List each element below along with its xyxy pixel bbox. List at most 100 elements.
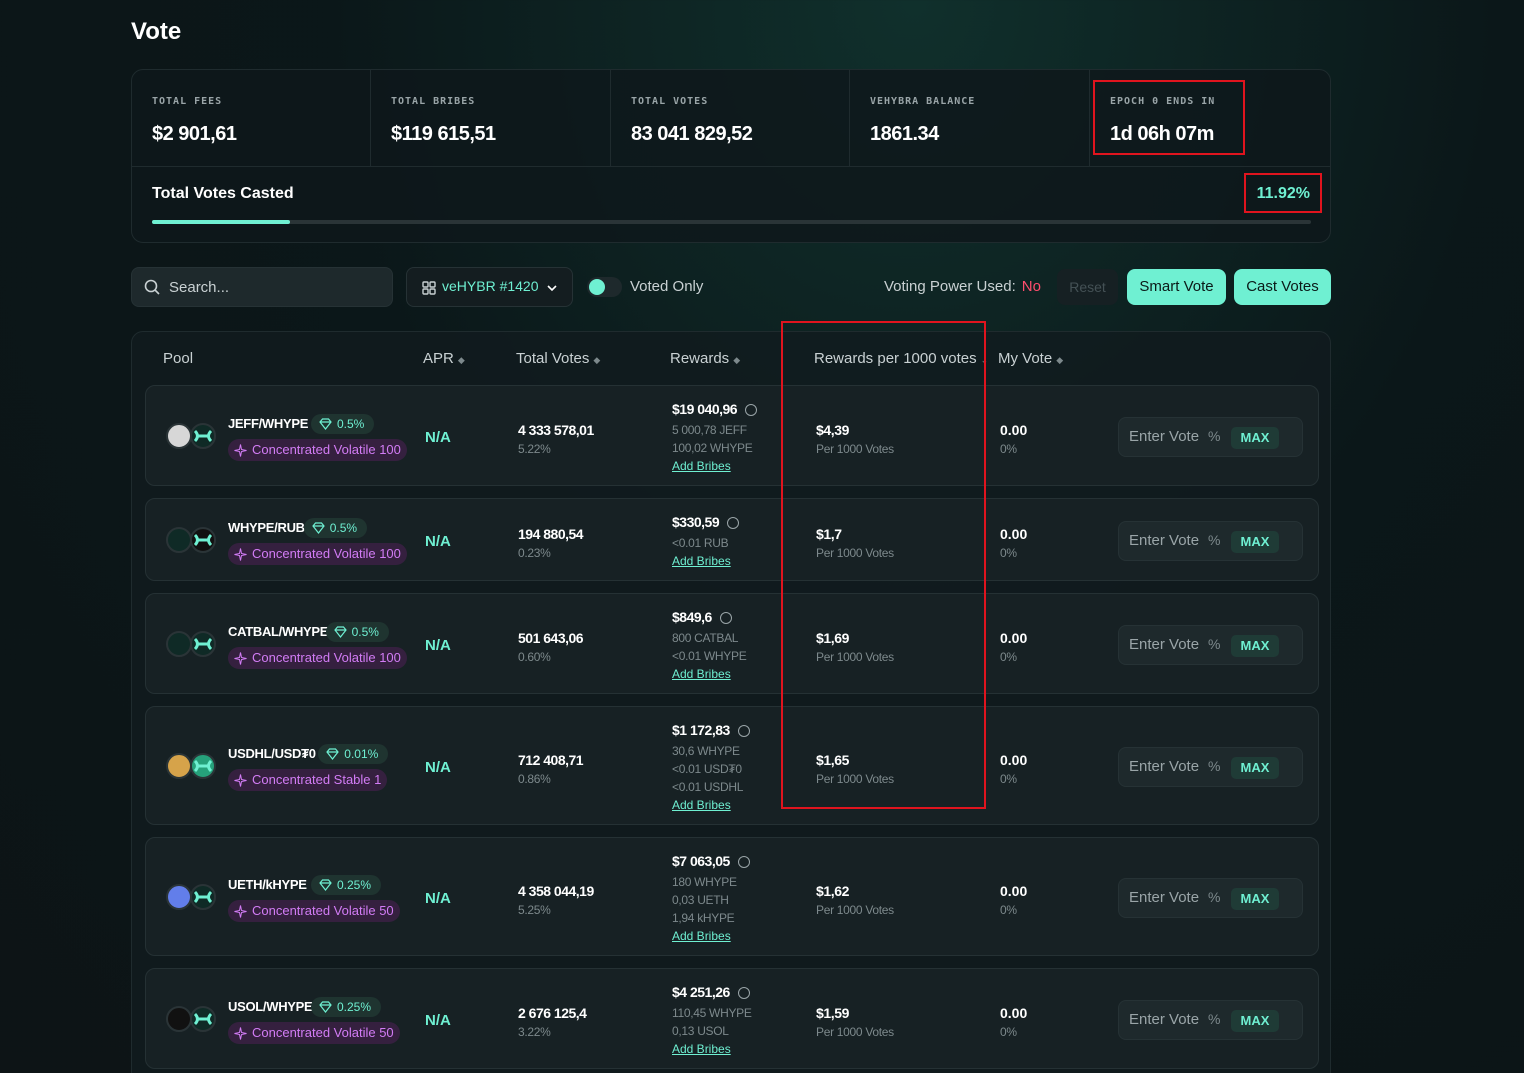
add-bribes-link[interactable]: Add Bribes bbox=[672, 1041, 731, 1056]
max-button[interactable]: MAX bbox=[1231, 426, 1279, 449]
highlight-rewards-per-1000-column bbox=[781, 321, 986, 809]
token-b-icon bbox=[190, 422, 216, 449]
diamond-icon bbox=[319, 878, 332, 891]
hype-logo-icon bbox=[193, 759, 213, 772]
header-my-vote[interactable]: My Vote ◆ bbox=[998, 350, 1063, 367]
max-button[interactable]: MAX bbox=[1231, 530, 1279, 553]
enter-vote-placeholder: Enter Vote bbox=[1129, 888, 1200, 906]
max-button[interactable]: MAX bbox=[1231, 756, 1279, 779]
rewards-per-1000-sub: Per 1000 Votes bbox=[816, 1024, 894, 1039]
my-vote-percent: 0% bbox=[1000, 545, 1017, 560]
add-bribes-link[interactable]: Add Bribes bbox=[672, 553, 731, 568]
enter-vote-input[interactable]: Enter Vote% MAX bbox=[1118, 624, 1303, 665]
reward-breakdown-item: 0,13 USOL bbox=[672, 1023, 729, 1038]
search-placeholder: Search... bbox=[169, 279, 230, 296]
token-b-icon bbox=[190, 1005, 216, 1032]
add-bribes-link[interactable]: Add Bribes bbox=[672, 797, 731, 812]
stats-panel: TOTAL FEES $2 901,61 TOTAL BRIBES $119 6… bbox=[131, 69, 1331, 243]
token-a-icon bbox=[166, 526, 192, 553]
fee-value: 0.25% bbox=[337, 877, 372, 892]
reward-breakdown-item: 1,94 kHYPE bbox=[672, 910, 735, 925]
hype-logo-icon bbox=[193, 1012, 213, 1025]
info-icon[interactable] bbox=[737, 986, 750, 999]
reward-breakdown-item: 800 CATBAL bbox=[672, 630, 739, 645]
header-total-votes-label: Total Votes bbox=[516, 350, 590, 367]
stat-label: TOTAL VOTES bbox=[631, 96, 709, 107]
pool-type-label: Concentrated Stable 1 bbox=[252, 771, 382, 787]
pool-pair-name[interactable]: UETH/kHYPE bbox=[228, 876, 307, 892]
header-apr[interactable]: APR ◆ bbox=[423, 350, 465, 367]
hype-logo-icon bbox=[193, 890, 213, 903]
my-vote-percent: 0% bbox=[1000, 1024, 1017, 1039]
total-votes-value: 2 676 125,4 bbox=[518, 1004, 587, 1021]
rewards-per-1000-sub: Per 1000 Votes bbox=[816, 545, 894, 560]
pool-pair-name[interactable]: CATBAL/WHYPE bbox=[228, 623, 329, 639]
diamond-icon bbox=[319, 1000, 332, 1013]
info-icon[interactable] bbox=[727, 516, 740, 529]
rewards-per-1000-sub: Per 1000 Votes bbox=[816, 649, 894, 664]
stat-vehybra-balance: VEHYBRA BALANCE 1861.34 bbox=[850, 70, 1090, 166]
token-a-icon bbox=[166, 752, 192, 779]
chevron-down-icon bbox=[547, 285, 557, 292]
token-a-icon bbox=[166, 1005, 192, 1032]
pool-pair-name[interactable]: USDHL/USD₮0 bbox=[228, 745, 316, 761]
reward-breakdown-item: 180 WHYPE bbox=[672, 874, 737, 889]
enter-vote-input[interactable]: Enter Vote% MAX bbox=[1118, 746, 1303, 787]
cast-votes-button[interactable]: Cast Votes bbox=[1234, 269, 1331, 305]
info-icon[interactable] bbox=[737, 855, 750, 868]
voting-power-label: Voting Power Used: bbox=[884, 278, 1016, 295]
voted-only-toggle[interactable] bbox=[587, 277, 622, 297]
reward-breakdown-item: <0.01 USDHL bbox=[672, 779, 744, 794]
hype-logo-icon bbox=[193, 429, 213, 442]
rewards-per-1000-sub: Per 1000 Votes bbox=[816, 902, 894, 917]
max-button[interactable]: MAX bbox=[1231, 1009, 1279, 1032]
hype-logo-icon bbox=[193, 637, 213, 650]
header-my-vote-label: My Vote bbox=[998, 350, 1053, 367]
enter-vote-placeholder: Enter Vote bbox=[1129, 635, 1200, 653]
diamond-icon bbox=[333, 625, 347, 638]
add-bribes-link[interactable]: Add Bribes bbox=[672, 928, 731, 943]
stat-value: 83 041 829,52 bbox=[631, 123, 753, 145]
reset-button[interactable]: Reset bbox=[1057, 269, 1118, 305]
max-button[interactable]: MAX bbox=[1231, 634, 1279, 657]
pool-pair-name[interactable]: WHYPE/RUB bbox=[228, 519, 305, 535]
info-icon[interactable] bbox=[737, 724, 750, 737]
stat-value: 1d 06h 07m bbox=[1110, 123, 1214, 145]
reward-breakdown-item: 100,02 WHYPE bbox=[672, 440, 753, 455]
pool-type-label: Concentrated Volatile 50 bbox=[252, 1024, 394, 1040]
token-a-icon bbox=[166, 630, 192, 657]
rewards-value: $849,6 bbox=[672, 609, 732, 625]
stat-label: VEHYBRA BALANCE bbox=[870, 96, 976, 107]
search-input[interactable]: Search... bbox=[131, 267, 393, 307]
stat-value: 1861.34 bbox=[870, 123, 939, 145]
fee-badge: 0.25% bbox=[311, 996, 382, 1017]
apr-value: N/A bbox=[425, 636, 451, 654]
rewards-value: $330,59 bbox=[672, 514, 740, 530]
diamond-icon bbox=[319, 417, 332, 430]
stat-epoch-ends: EPOCH 0 ENDS IN 1d 06h 07m bbox=[1090, 70, 1330, 166]
diamond-icon bbox=[311, 521, 325, 534]
pool-pair-name[interactable]: USOL/WHYPE bbox=[228, 998, 313, 1014]
info-icon[interactable] bbox=[719, 611, 732, 624]
apr-value: N/A bbox=[425, 889, 451, 907]
enter-vote-input[interactable]: Enter Vote% MAX bbox=[1118, 416, 1303, 457]
add-bribes-link[interactable]: Add Bribes bbox=[672, 458, 731, 473]
token-a-icon bbox=[166, 883, 192, 910]
enter-vote-placeholder: Enter Vote bbox=[1129, 427, 1200, 445]
enter-vote-input[interactable]: Enter Vote% MAX bbox=[1118, 520, 1303, 561]
nft-selector[interactable]: veHYBR #1420 bbox=[406, 267, 573, 307]
fee-badge: 0.25% bbox=[311, 874, 382, 895]
header-total-votes[interactable]: Total Votes ◆ bbox=[516, 350, 600, 367]
table-row: USDHL/USD₮0 0.01% Concentrated Stable 1 N/A… bbox=[145, 706, 1319, 825]
page-title: Vote bbox=[131, 18, 182, 45]
max-button[interactable]: MAX bbox=[1231, 887, 1279, 910]
apr-value: N/A bbox=[425, 532, 451, 550]
pool-pair-name[interactable]: JEFF/WHYPE bbox=[228, 415, 309, 431]
header-rewards[interactable]: Rewards ◆ bbox=[670, 350, 740, 367]
info-icon[interactable] bbox=[745, 403, 758, 416]
add-bribes-link[interactable]: Add Bribes bbox=[672, 666, 731, 681]
enter-vote-input[interactable]: Enter Vote% MAX bbox=[1118, 999, 1303, 1040]
smart-vote-button[interactable]: Smart Vote bbox=[1127, 269, 1226, 305]
enter-vote-input[interactable]: Enter Vote% MAX bbox=[1118, 877, 1303, 918]
enter-vote-placeholder: Enter Vote bbox=[1129, 531, 1200, 549]
